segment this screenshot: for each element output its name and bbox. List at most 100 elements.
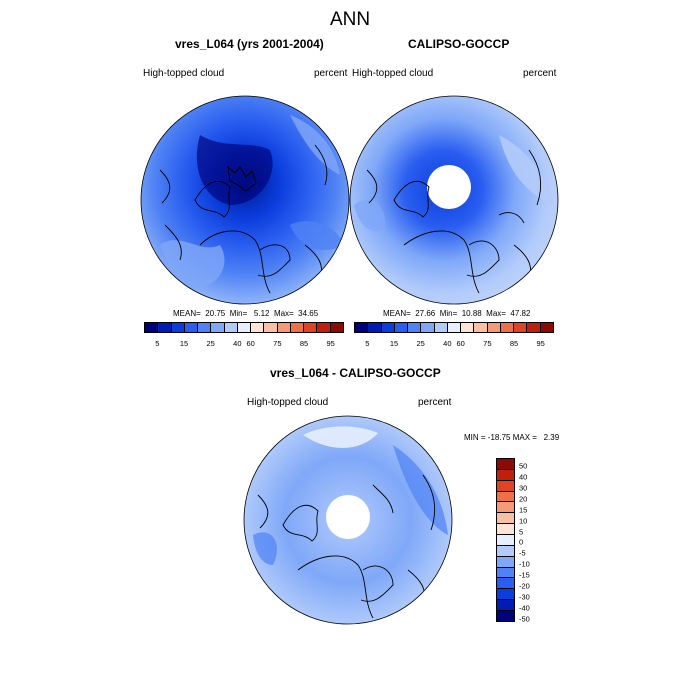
panel-2-map-border xyxy=(349,95,559,305)
panel-2-colorbar-tick-label: 40 xyxy=(443,339,452,348)
panel-1-units-label: percent xyxy=(314,68,348,79)
panel-1-colorbar-box xyxy=(330,323,343,332)
panel-3-colorbar-box xyxy=(497,491,514,503)
panel-3-colorbar-tick-label: 30 xyxy=(519,483,528,493)
panel-2-colorbar-box xyxy=(461,323,475,332)
panel-1-colorbar-tick-label: 60 xyxy=(246,339,255,348)
panel-2-colorbar xyxy=(354,322,554,333)
panel-3-colorbar-box xyxy=(497,589,514,601)
panel-2-colorbar-box xyxy=(527,323,541,332)
panel-1-colorbar-box xyxy=(290,323,305,332)
figure-title: ANN xyxy=(329,9,371,30)
panel-3-colorbar-tick-label: -5 xyxy=(519,548,526,558)
panel-3-stats: MIN = -18.75 MAX = 2.39 xyxy=(464,433,560,442)
panel-2-colorbar-tick-label: 15 xyxy=(389,339,399,348)
panel-3-colorbar-box xyxy=(497,545,514,557)
panel-3-colorbar-box xyxy=(497,513,514,525)
panel-1-colorbar-tick-label: 85 xyxy=(299,339,309,348)
panel-2-colorbar-box xyxy=(540,323,553,332)
panel-1-map-border xyxy=(140,95,350,305)
panel-2-units-label: percent xyxy=(523,68,557,79)
panel-3-colorbar-box xyxy=(497,459,514,470)
panel-3-colorbar-tick-label: -20 xyxy=(519,581,530,591)
panel-2-colorbar-box xyxy=(500,323,515,332)
panel-3-colorbar-tick-label: 10 xyxy=(519,516,528,526)
panel-2-colorbar-tick-label: 75 xyxy=(483,339,492,348)
panel-1-colorbar-box xyxy=(171,323,185,332)
panel-1-colorbar-tick-label: 95 xyxy=(326,339,335,348)
panel-3-colorbar-tick-label: -30 xyxy=(519,592,530,602)
panel-2-colorbar-box xyxy=(474,323,488,332)
panel-3-colorbar-tick-label: 40 xyxy=(519,472,528,482)
panel-2-colorbar-tick-label: 60 xyxy=(456,339,465,348)
panel-1-colorbar-box xyxy=(317,323,331,332)
panel-3-map-border xyxy=(243,415,453,625)
panel-2-variable-label: High-topped cloud xyxy=(352,68,434,79)
panel-3-colorbar-box xyxy=(497,524,514,536)
panel-2-colorbar-tick-label: 85 xyxy=(509,339,519,348)
panel-2-colorbar-box xyxy=(434,323,448,332)
panel-3-colorbar-box xyxy=(497,611,514,621)
panel-1-colorbar-box xyxy=(251,323,265,332)
panel-1-colorbar-tick-label: 75 xyxy=(273,339,282,348)
panel-2-map xyxy=(349,95,559,305)
panel-2-colorbar-box xyxy=(514,323,528,332)
panel-2-stats: MEAN= 27.66 Min= 10.88 Max= 47.82 xyxy=(383,309,531,318)
panel-1-colorbar-tick-label: 25 xyxy=(206,339,215,348)
panel-1-title: vres_L064 (yrs 2001-2004) xyxy=(175,37,324,51)
panel-2-colorbar-tick-label: 95 xyxy=(536,339,545,348)
panel-2-colorbar-box xyxy=(368,323,382,332)
panel-1-colorbar-box xyxy=(304,323,318,332)
panel-3-map xyxy=(243,415,453,625)
panel-3-colorbar-tick-label: 15 xyxy=(519,505,528,515)
panel-3-colorbar-box xyxy=(497,502,514,514)
panel-1-coastlines xyxy=(159,144,328,294)
panel-1-colorbar-box xyxy=(264,323,278,332)
panel-1-map xyxy=(140,95,350,305)
panel-2-coastlines xyxy=(366,149,542,294)
panel-1-variable-label: High-topped cloud xyxy=(143,68,225,79)
panel-1-colorbar-box xyxy=(211,323,225,332)
panel-3-colorbar-tick-label: 0 xyxy=(519,537,524,547)
panel-3-colorbar-box xyxy=(497,556,514,568)
panel-2-colorbar-box xyxy=(408,323,422,332)
panel-2-colorbar-box xyxy=(394,323,409,332)
panel-2-colorbar-box xyxy=(487,323,501,332)
panel-2-colorbar-tick-label: 5 xyxy=(365,339,370,348)
panel-1-colorbar-box xyxy=(277,323,291,332)
panel-3-missing-data-hole xyxy=(326,495,370,539)
panel-3-units-label: percent xyxy=(418,397,452,408)
panel-3-colorbar-tick-label: -40 xyxy=(519,603,530,613)
panel-3-colorbar xyxy=(496,458,515,622)
panel-3-colorbar-box xyxy=(497,480,514,492)
panel-3-colorbar-tick-label: -50 xyxy=(519,614,530,624)
panel-2-missing-data-hole xyxy=(427,165,471,209)
panel-3-colorbar-tick-label: 50 xyxy=(519,461,528,471)
panel-3-colorbar-box xyxy=(497,535,514,546)
panel-1-colorbar-tick-label: 40 xyxy=(233,339,242,348)
panel-1-colorbar-box xyxy=(198,323,212,332)
panel-1-colorbar-tick-label: 15 xyxy=(179,339,189,348)
panel-2-title: CALIPSO-GOCCP xyxy=(408,37,510,51)
panel-3-colorbar-box xyxy=(497,469,514,481)
panel-3-title: vres_L064 - CALIPSO-GOCCP xyxy=(270,366,441,380)
panel-1-colorbar-tick-label: 5 xyxy=(155,339,160,348)
panel-2-colorbar-box xyxy=(381,323,395,332)
panel-3-colorbar-tick-label: 5 xyxy=(519,527,524,537)
panel-1-colorbar-box xyxy=(184,323,199,332)
panel-2-colorbar-box xyxy=(421,323,435,332)
panel-3-variable-label: High-topped cloud xyxy=(247,397,329,408)
panel-2-colorbar-tick-label: 25 xyxy=(416,339,425,348)
panel-1-colorbar-box xyxy=(237,323,252,332)
panel-3-colorbar-box xyxy=(497,578,514,590)
panel-1-stats: MEAN= 20.75 Min= 5.12 Max= 34.65 xyxy=(173,309,319,318)
panel-1-colorbar-box xyxy=(224,323,238,332)
panel-3-colorbar-tick-label: -15 xyxy=(519,570,530,580)
panel-3-colorbar-tick-label: -10 xyxy=(519,559,530,569)
panel-1-colorbar xyxy=(144,322,344,333)
panel-2-colorbar-box xyxy=(447,323,462,332)
panel-2-colorbar-box xyxy=(355,323,369,332)
panel-3-colorbar-tick-label: 20 xyxy=(519,494,528,504)
panel-3-colorbar-box xyxy=(497,600,514,612)
panel-1-colorbar-box xyxy=(158,323,172,332)
